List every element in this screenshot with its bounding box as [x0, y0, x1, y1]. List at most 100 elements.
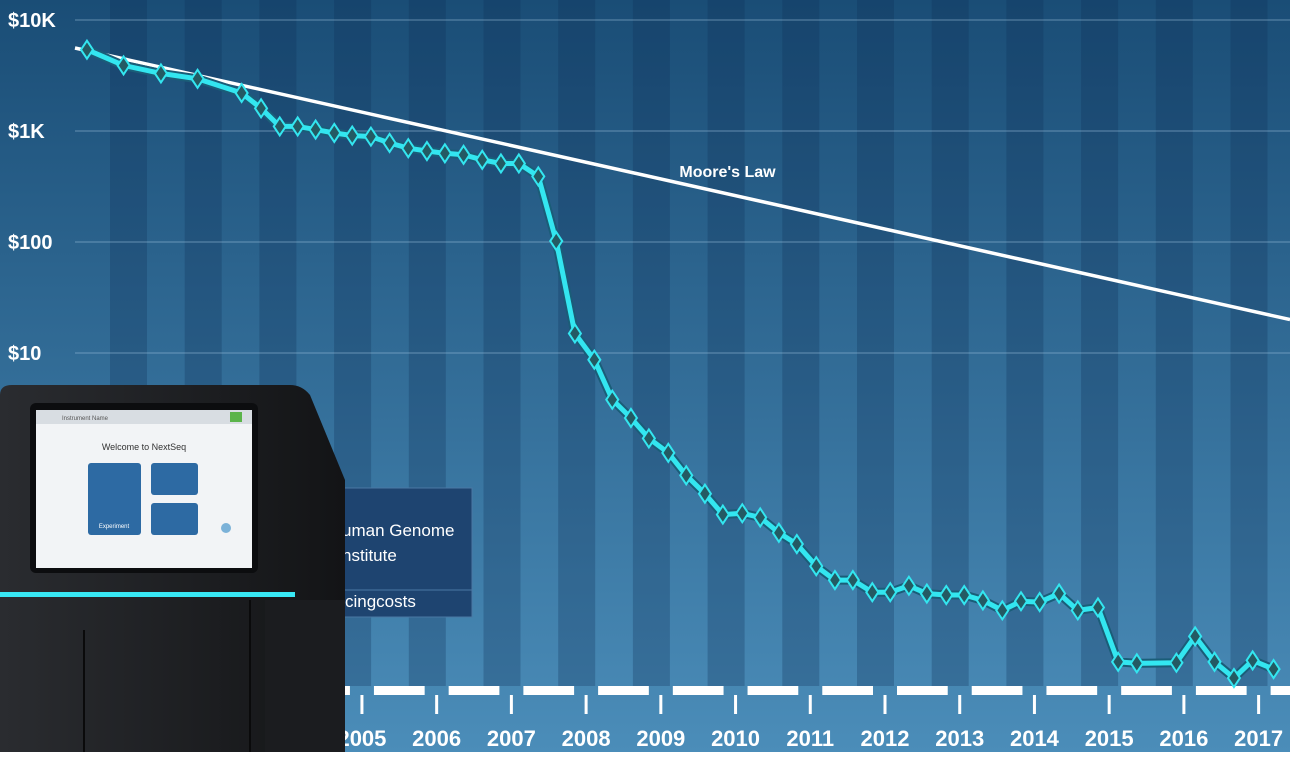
marker [809, 555, 824, 578]
icon [221, 523, 231, 533]
experiment-button [88, 463, 141, 535]
x-tick-label: 2013 [935, 726, 984, 751]
axis-bar [373, 686, 425, 695]
marker [1266, 658, 1281, 680]
marker [1169, 651, 1184, 674]
marker [567, 322, 583, 345]
marker [789, 533, 805, 555]
marker [865, 581, 880, 603]
marker [715, 503, 731, 526]
axis-bar [747, 686, 799, 695]
marker [845, 569, 861, 591]
marker [1110, 651, 1126, 673]
x-tick-label: 2010 [711, 726, 760, 751]
stripe [632, 0, 670, 686]
marker [883, 581, 898, 603]
marker [995, 599, 1010, 622]
marker [511, 152, 527, 175]
marker [679, 464, 694, 487]
sequencer: Instrument Name Welcome to NextSeq Exper… [0, 385, 345, 752]
stripe [483, 0, 521, 686]
axis-bar [598, 686, 649, 695]
marker [382, 132, 397, 154]
axis-bar [897, 686, 948, 695]
marker [1245, 649, 1260, 672]
x-tick-label: 2008 [562, 726, 611, 751]
marker [975, 589, 991, 612]
marker [735, 502, 750, 525]
stripe [1081, 0, 1119, 686]
marker [531, 165, 546, 188]
marker [272, 115, 287, 138]
marker [234, 82, 249, 104]
stripe [931, 0, 969, 686]
stripe [1006, 0, 1044, 686]
marker [190, 68, 205, 90]
axis-bar [448, 686, 500, 695]
marker [1013, 590, 1029, 613]
marker [605, 388, 620, 411]
series-label: Moore's Law [679, 164, 776, 181]
axis-bar [672, 686, 724, 695]
marker [1187, 625, 1203, 648]
marker [753, 506, 768, 529]
x-tick-label: 2017 [1234, 726, 1283, 751]
x-tick-label: 2012 [861, 726, 910, 751]
axis-bar [1270, 686, 1290, 695]
marker [419, 140, 435, 162]
marker [549, 230, 564, 252]
stripe [1230, 0, 1268, 686]
button [151, 463, 198, 495]
marker [1226, 667, 1242, 689]
marker [1090, 596, 1106, 619]
marker [623, 407, 639, 429]
y-tick-label: $10 [8, 343, 41, 365]
marker [587, 348, 602, 371]
marker [153, 62, 169, 85]
marker [79, 38, 95, 61]
annotation: nstitute [342, 546, 397, 565]
marker [327, 122, 342, 144]
x-tick-label: 2009 [636, 726, 685, 751]
marker [901, 574, 917, 597]
marker [1129, 652, 1145, 675]
marker [919, 582, 935, 605]
stripe [1155, 0, 1193, 686]
x-tick-label: 2016 [1159, 726, 1208, 751]
marker [456, 144, 471, 166]
marker [363, 125, 379, 148]
x-tick-label: 2005 [337, 726, 386, 751]
y-tick-label: $10K [8, 10, 56, 32]
marker [290, 115, 305, 138]
marker [253, 97, 269, 120]
marker [475, 149, 490, 171]
marker [401, 137, 416, 159]
marker [308, 118, 323, 141]
glow [0, 592, 295, 597]
marker [641, 427, 657, 450]
marker [957, 584, 972, 606]
line [74, 46, 1290, 322]
screen-header [36, 410, 252, 424]
axis-bar [822, 686, 873, 695]
y-tick-label: $1K [8, 121, 45, 143]
marker [116, 54, 131, 77]
x-tick-label: 2015 [1085, 726, 1134, 751]
marker [345, 124, 360, 147]
x-tick-label: 2006 [412, 726, 461, 751]
stripe [707, 0, 745, 686]
button [151, 503, 198, 535]
axis-bar [971, 686, 1023, 695]
marker [1051, 582, 1067, 605]
axis-bar [1046, 686, 1098, 695]
side-panel [265, 600, 345, 752]
marker [771, 521, 787, 544]
stripe [857, 0, 894, 686]
axis-bar [523, 686, 575, 695]
screen [36, 410, 252, 568]
screen-title: Welcome to NextSeq [102, 442, 186, 452]
marker [493, 152, 509, 175]
button-text: Experiment [99, 524, 130, 530]
